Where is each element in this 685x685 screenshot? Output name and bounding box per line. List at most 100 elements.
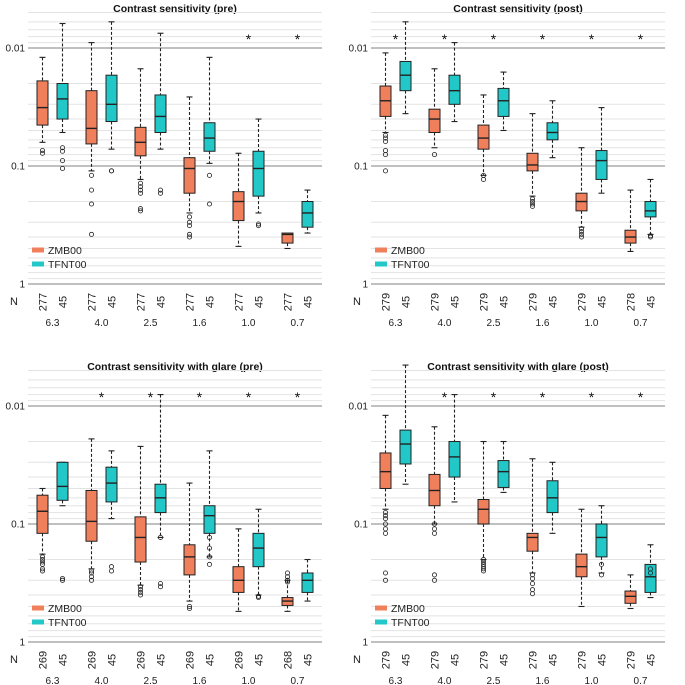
y-tick-label: 1 bbox=[362, 638, 368, 649]
x-category-label: 1.6 bbox=[536, 676, 550, 685]
chart-panel: Contrast sensitivity (post) 0.01 0.1 1 279 45… bbox=[349, 3, 665, 329]
y-tick-label: 0.1 bbox=[354, 520, 368, 531]
outlier-point bbox=[529, 196, 535, 202]
box bbox=[232, 566, 245, 593]
n-count-label: 45 bbox=[401, 296, 413, 308]
x-category-label: 4.0 bbox=[95, 318, 109, 329]
outlier-point bbox=[186, 219, 192, 225]
outlier-point bbox=[284, 570, 290, 576]
outlier-point bbox=[89, 187, 95, 193]
outlier-point bbox=[529, 203, 535, 209]
n-count-label: 277 bbox=[283, 293, 295, 311]
box bbox=[526, 152, 539, 172]
outlier-point bbox=[383, 168, 389, 174]
box bbox=[134, 516, 147, 563]
n-count-label: 45 bbox=[58, 654, 70, 666]
outlier-point bbox=[480, 557, 486, 563]
outlier-point bbox=[255, 595, 261, 601]
x-category-label: 1.0 bbox=[242, 676, 256, 685]
n-count-label: 45 bbox=[303, 654, 315, 666]
outlier-point bbox=[529, 581, 535, 587]
outlier-point bbox=[383, 513, 389, 519]
box bbox=[624, 590, 637, 604]
significance-star: * bbox=[491, 389, 497, 405]
n-count-label: 45 bbox=[156, 654, 168, 666]
n-count-label: 269 bbox=[38, 651, 50, 669]
legend-label: ZMB00 bbox=[48, 603, 82, 615]
outlier-point bbox=[383, 516, 389, 522]
outlier-point bbox=[186, 234, 192, 240]
x-category-label: 6.3 bbox=[46, 318, 60, 329]
box bbox=[575, 553, 588, 578]
significance-star: * bbox=[540, 389, 546, 405]
box bbox=[56, 83, 69, 120]
outlier-point bbox=[647, 570, 653, 576]
box bbox=[85, 90, 98, 145]
outlier-point bbox=[157, 190, 163, 196]
n-count-label: 45 bbox=[205, 296, 217, 308]
n-count-label: 45 bbox=[597, 654, 609, 666]
legend-label: ZMB00 bbox=[48, 245, 82, 257]
outlier-point bbox=[109, 564, 115, 570]
n-count-label: 279 bbox=[430, 293, 442, 311]
n-count-label: 45 bbox=[548, 654, 560, 666]
significance-star: * bbox=[442, 31, 448, 47]
box bbox=[448, 74, 461, 105]
n-count-label: 45 bbox=[156, 296, 168, 308]
outlier-point bbox=[529, 201, 535, 207]
significance-star: * bbox=[295, 31, 301, 47]
significance-star: * bbox=[491, 31, 497, 47]
outlier-point bbox=[480, 568, 486, 574]
outlier-point bbox=[432, 530, 438, 536]
box bbox=[644, 563, 657, 593]
outlier-point bbox=[89, 577, 95, 583]
outlier-point bbox=[137, 190, 143, 196]
outlier-point bbox=[89, 201, 95, 207]
box bbox=[399, 60, 412, 92]
outlier-point bbox=[255, 221, 261, 227]
n-count-label: 279 bbox=[381, 293, 393, 311]
y-tick-label: 1 bbox=[19, 280, 25, 291]
outlier-point bbox=[529, 572, 535, 578]
n-count-label: 45 bbox=[499, 654, 511, 666]
outlier-point bbox=[137, 587, 143, 593]
n-count-label: 45 bbox=[205, 654, 217, 666]
x-category-label: 2.5 bbox=[487, 676, 501, 685]
y-tick-label: 0.01 bbox=[6, 44, 26, 55]
chart-panel: Contrast sensitivity with glare (post) 0.… bbox=[349, 361, 665, 685]
legend-label: ZMB00 bbox=[391, 603, 425, 615]
box bbox=[252, 150, 265, 197]
n-count-label: 45 bbox=[450, 296, 462, 308]
box bbox=[595, 523, 608, 558]
box bbox=[546, 480, 559, 514]
outlier-point bbox=[157, 584, 163, 590]
outlier-point bbox=[40, 148, 46, 154]
legend-label: TFNT00 bbox=[391, 617, 430, 629]
outlier-point bbox=[529, 591, 535, 597]
box bbox=[477, 499, 490, 525]
y-tick-label: 0.1 bbox=[354, 162, 368, 173]
outlier-point bbox=[284, 577, 290, 583]
outlier-point bbox=[480, 559, 486, 565]
outlier-point bbox=[578, 226, 584, 232]
outlier-point bbox=[206, 172, 212, 178]
box bbox=[448, 441, 461, 478]
x-category-label: 1.0 bbox=[242, 318, 256, 329]
outlier-point bbox=[186, 231, 192, 237]
y-tick-label: 0.1 bbox=[11, 520, 25, 531]
n-count-label: 277 bbox=[234, 293, 246, 311]
n-count-label: 45 bbox=[499, 296, 511, 308]
n-count-label: 277 bbox=[136, 293, 148, 311]
outlier-point bbox=[383, 526, 389, 532]
outlier-point bbox=[60, 576, 66, 582]
box bbox=[203, 122, 216, 152]
outlier-point bbox=[284, 579, 290, 585]
box bbox=[134, 126, 147, 157]
box bbox=[399, 429, 412, 465]
outlier-point bbox=[40, 559, 46, 565]
outlier-point bbox=[480, 566, 486, 572]
outlier-point bbox=[40, 150, 46, 156]
y-tick-label: 1 bbox=[362, 280, 368, 291]
n-count-label: 279 bbox=[479, 651, 491, 669]
